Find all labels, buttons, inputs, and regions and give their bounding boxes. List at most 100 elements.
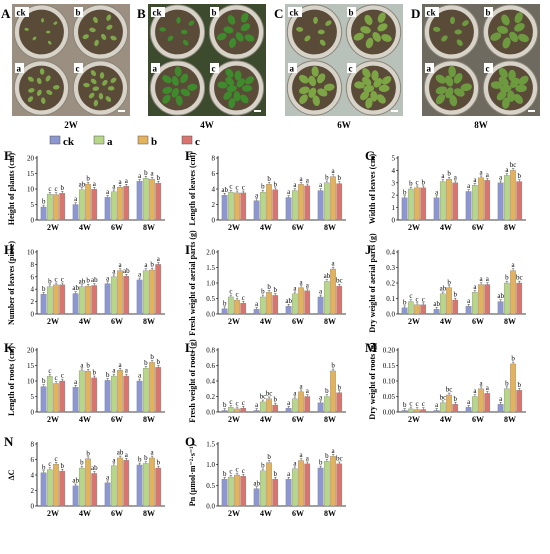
- pot-label: ck: [17, 8, 26, 18]
- legend: ck a b c: [49, 135, 200, 148]
- pot-label-box: [425, 63, 434, 73]
- bar-ck: [136, 464, 143, 507]
- bar-c: [91, 377, 98, 413]
- y-tick-label: 10: [27, 249, 35, 257]
- bar-b: [85, 370, 91, 413]
- bar-a: [227, 191, 234, 221]
- significance-letter: b: [454, 291, 458, 299]
- significance-letter: b: [511, 355, 515, 363]
- plant-leaf: [441, 35, 448, 42]
- plant-leaf: [171, 76, 179, 86]
- significance-letter: c: [48, 367, 51, 375]
- y-tick-label: 0.0: [206, 409, 215, 417]
- significance-letter: a: [112, 456, 116, 464]
- significance-letter: bc: [260, 393, 267, 401]
- panel-letter: L: [185, 340, 194, 355]
- x-tick-label: 6W: [292, 223, 304, 232]
- y-tick-label: 2: [392, 192, 396, 200]
- y-tick-label: 10: [27, 186, 35, 194]
- plant-leaf: [46, 30, 51, 34]
- significance-letter: b: [447, 170, 451, 178]
- bar-b: [149, 457, 155, 507]
- plant-leaf: [217, 81, 228, 89]
- significance-letter: b: [518, 172, 522, 180]
- significance-letter: c: [236, 291, 239, 299]
- x-tick-label: 6W: [472, 415, 484, 424]
- significance-letter: c: [61, 276, 64, 284]
- significance-letter: b: [42, 463, 46, 471]
- plant-leaf: [372, 31, 381, 42]
- plant-leaf: [24, 27, 29, 31]
- bar-c: [452, 182, 459, 221]
- pot-label: c: [486, 64, 490, 74]
- x-tick-label: 6W: [111, 317, 123, 326]
- significance-letter: b: [319, 459, 323, 467]
- plant-leaf: [378, 84, 390, 92]
- panel-letter: G: [365, 148, 375, 163]
- panel-letter: K: [4, 340, 15, 355]
- significance-letter: b: [42, 198, 46, 206]
- photo-panel-A: ck b a c A 2W: [1, 4, 130, 130]
- photo-panel-D: ck b a c D 8W: [411, 4, 540, 130]
- y-tick-label: 0: [31, 311, 35, 319]
- significance-letter: ab: [91, 464, 98, 472]
- plant-leaf: [101, 33, 107, 40]
- bar-c: [304, 463, 311, 507]
- bar-a: [291, 293, 298, 315]
- significance-letter: ab: [117, 449, 124, 457]
- significance-letter: c: [229, 288, 232, 296]
- y-axis-label: Dry weight of roots (g): [368, 342, 377, 420]
- pot-label: b: [486, 8, 491, 18]
- bar-b: [446, 394, 452, 413]
- significance-letter: a: [125, 367, 129, 375]
- significance-letter: c: [242, 294, 245, 302]
- significance-letter: a: [499, 173, 503, 181]
- significance-letter: b: [267, 453, 271, 461]
- significance-letter: b: [86, 449, 90, 457]
- significance-letter: b: [261, 183, 265, 191]
- bar-c: [240, 302, 247, 315]
- pot-label: c: [349, 64, 353, 74]
- x-tick-label: 6W: [111, 509, 123, 518]
- x-tick-label: 8W: [143, 415, 155, 424]
- significance-letter: b: [223, 299, 227, 307]
- plant-leaf: [313, 16, 318, 24]
- y-tick-label: 3: [392, 179, 396, 187]
- x-tick-label: 2W: [408, 223, 420, 232]
- y-axis-label: Length of roots (cm): [7, 346, 16, 416]
- y-tick-label: 1.0: [206, 461, 215, 469]
- bar-c: [304, 396, 311, 413]
- bar-ck: [465, 407, 472, 413]
- x-tick-label: 6W: [292, 509, 304, 518]
- bar-a: [46, 286, 53, 315]
- significance-letter: ab: [440, 284, 447, 292]
- plant-leaf: [365, 97, 373, 109]
- plant-leaf: [462, 20, 469, 27]
- significance-letter: a: [332, 167, 336, 175]
- x-tick-label: 2W: [47, 317, 59, 326]
- bar-a: [291, 468, 298, 507]
- bar-b: [510, 363, 516, 413]
- significance-letter: a: [300, 382, 304, 390]
- bar-c: [304, 290, 311, 315]
- bar-c: [59, 284, 66, 315]
- x-tick-label: 2W: [228, 415, 240, 424]
- x-tick-label: 6W: [472, 223, 484, 232]
- bar-ck: [285, 478, 292, 507]
- plant-leaf: [360, 26, 371, 34]
- y-tick-label: 0.4: [386, 249, 395, 257]
- bar-a: [142, 177, 149, 221]
- scale-bar: [391, 110, 398, 112]
- significance-letter: c: [61, 372, 64, 380]
- x-tick-label: 4W: [440, 223, 452, 232]
- legend-label-c: c: [195, 136, 200, 148]
- y-tick-label: 0.10: [383, 378, 396, 386]
- significance-letter: b: [223, 401, 227, 409]
- plant-leaf: [353, 32, 364, 41]
- significance-letter: a: [319, 181, 323, 189]
- bar-b: [478, 177, 484, 221]
- bar-ck: [433, 309, 440, 315]
- plant-leaf: [107, 86, 115, 91]
- y-tick-label: 8: [31, 441, 35, 449]
- bar-b: [117, 369, 123, 413]
